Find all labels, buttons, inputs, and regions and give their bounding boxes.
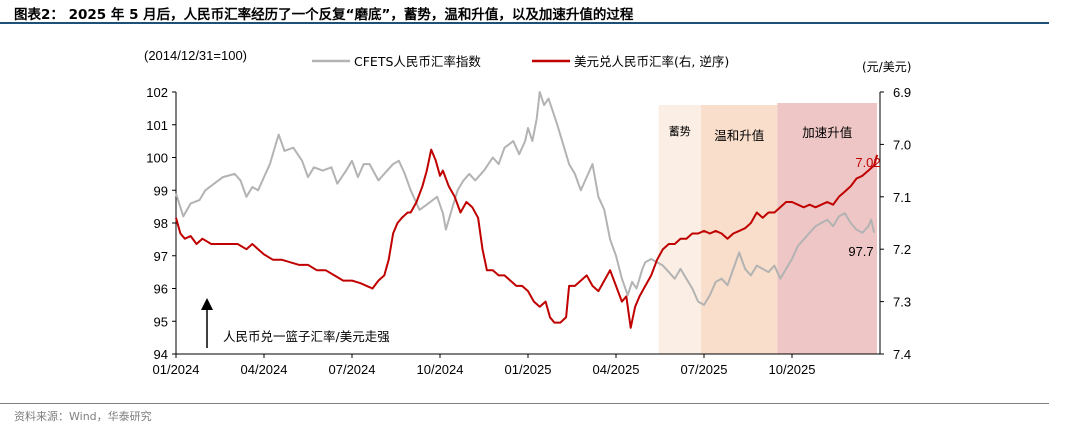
usdcny-end-label: 7.02	[855, 155, 880, 170]
chart-labels: 97.7 7.02 人民币兑一篮子汇率/美元走强	[201, 155, 881, 348]
zone-band-3	[777, 103, 878, 354]
footer-rule	[0, 403, 1049, 404]
chart-title: 图表2： 2025 年 5 月后，人民币汇率经历了一个反复“磨底”，蓄势，温和升…	[14, 7, 634, 23]
right-tick-label: 7.4	[893, 347, 911, 362]
series-lines	[175, 91, 879, 329]
right-tick-label: 7.0	[893, 137, 911, 152]
x-tick-label: 10/2025	[769, 362, 816, 377]
right-tick-label: 7.3	[893, 295, 911, 310]
right-tick-label: 7.1	[893, 190, 911, 205]
zone-label-2: 温和升值	[714, 128, 764, 143]
zone-label-1: 蓄势	[669, 125, 691, 138]
x-tick-label: 04/2024	[241, 362, 288, 377]
left-tick-label: 97	[154, 249, 168, 264]
left-tick-label: 99	[154, 183, 168, 198]
cfets-end-label: 97.7	[848, 244, 873, 259]
header-rule	[0, 22, 1049, 24]
left-tick-label: 100	[146, 151, 168, 166]
left-tick-label: 101	[146, 118, 168, 133]
right-axis-unit: (元/美元)	[862, 60, 911, 74]
legend-label-2: 美元兑人民币汇率(右, 逆序)	[574, 54, 729, 69]
series-line-1	[175, 91, 876, 306]
left-tick-label: 96	[154, 282, 168, 297]
zone-band-1	[658, 105, 702, 354]
phase-zones: 蓄势 温和升值 加速升值	[658, 103, 878, 354]
axes: 94 95 96 97 98 99 100 101 102 6.9 7.0 7.1 7.2 7.3 7.4 0…	[144, 48, 911, 377]
x-tick-label: 04/2025	[593, 362, 640, 377]
right-tick-label: 7.2	[893, 242, 911, 257]
series-line-2	[175, 148, 879, 329]
left-tick-label: 94	[154, 347, 168, 362]
zone-band-2	[701, 105, 778, 354]
right-tick-label: 6.9	[893, 85, 911, 100]
x-tick-label: 01/2025	[505, 362, 552, 377]
x-tick-label: 07/2025	[681, 362, 728, 377]
x-tick-label: 10/2024	[417, 362, 464, 377]
x-tick-label: 07/2024	[329, 362, 376, 377]
arrow-up-icon	[201, 298, 213, 310]
left-tick-label: 98	[154, 216, 168, 231]
annotation-text: 人民币兑一篮子汇率/美元走强	[223, 329, 390, 344]
left-axis-unit: (2014/12/31=100)	[144, 48, 247, 63]
x-tick-label: 01/2024	[153, 362, 200, 377]
left-tick-label: 95	[154, 314, 168, 329]
zone-label-3: 加速升值	[802, 125, 852, 140]
left-tick-label: 102	[146, 85, 168, 100]
legend-label-1: CFETS人民币汇率指数	[354, 54, 481, 69]
source-note: 资料来源：Wind，华泰研究	[14, 410, 152, 423]
